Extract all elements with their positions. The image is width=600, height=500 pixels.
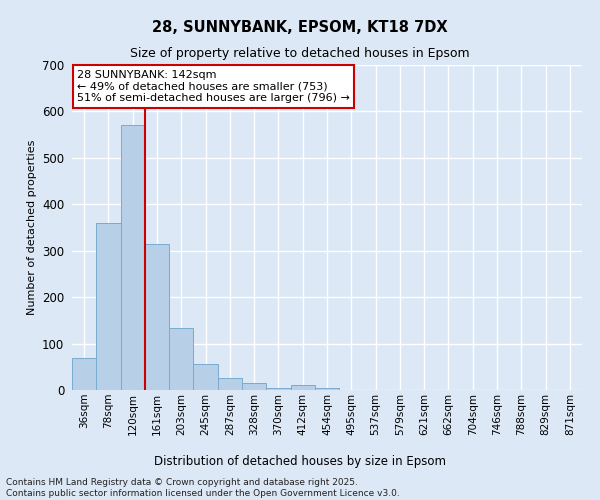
- Bar: [290, 386, 315, 390]
- Text: Contains HM Land Registry data © Crown copyright and database right 2025.
Contai: Contains HM Land Registry data © Crown c…: [6, 478, 400, 498]
- Bar: [121, 126, 145, 390]
- Text: 28 SUNNYBANK: 142sqm
← 49% of detached houses are smaller (753)
51% of semi-deta: 28 SUNNYBANK: 142sqm ← 49% of detached h…: [77, 70, 350, 103]
- Text: 28, SUNNYBANK, EPSOM, KT18 7DX: 28, SUNNYBANK, EPSOM, KT18 7DX: [152, 20, 448, 35]
- Bar: [315, 388, 339, 390]
- Bar: [193, 364, 218, 390]
- Bar: [266, 388, 290, 390]
- Y-axis label: Number of detached properties: Number of detached properties: [26, 140, 37, 315]
- Bar: [218, 378, 242, 390]
- Text: Distribution of detached houses by size in Epsom: Distribution of detached houses by size …: [154, 454, 446, 468]
- Bar: [72, 358, 96, 390]
- Bar: [242, 383, 266, 390]
- Text: Size of property relative to detached houses in Epsom: Size of property relative to detached ho…: [130, 48, 470, 60]
- Bar: [145, 244, 169, 390]
- Bar: [169, 328, 193, 390]
- Bar: [96, 223, 121, 390]
